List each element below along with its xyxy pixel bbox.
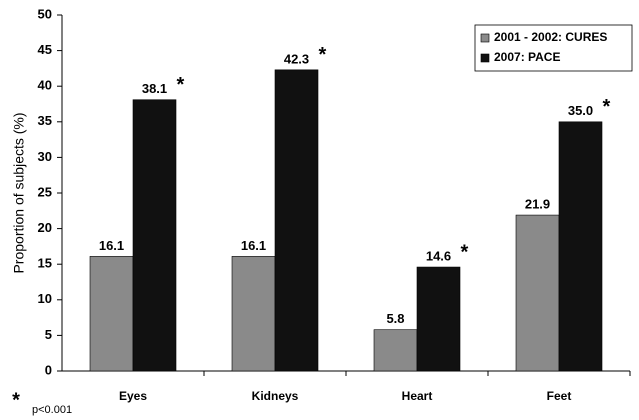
- value-label: 14.6: [426, 248, 451, 263]
- significance-marker: *: [319, 44, 327, 66]
- bar: [558, 121, 603, 372]
- y-axis-label: Proportion of subjects (%): [11, 112, 27, 273]
- value-label: 16.1: [99, 238, 124, 253]
- bar: [231, 256, 276, 372]
- y-tick-label: 20: [38, 220, 52, 235]
- y-tick-label: 0: [45, 362, 52, 377]
- y-tick-label: 50: [38, 6, 52, 21]
- bar: [274, 69, 319, 372]
- value-label: 42.3: [284, 51, 309, 66]
- significance-marker: *: [603, 96, 611, 118]
- legend-swatch: [480, 33, 490, 43]
- bar: [416, 266, 461, 372]
- bar: [89, 256, 134, 372]
- value-label: 35.0: [568, 103, 593, 118]
- significance-marker: *: [177, 74, 185, 96]
- y-tick-label: 15: [38, 256, 52, 271]
- significance-marker: *: [461, 241, 469, 263]
- y-tick-label: 25: [38, 184, 52, 199]
- bar: [132, 99, 177, 372]
- y-tick-label: 10: [38, 291, 52, 306]
- value-label: 38.1: [142, 81, 167, 96]
- legend-swatch: [480, 53, 490, 63]
- y-tick-label: 35: [38, 113, 52, 128]
- y-tick-label: 5: [45, 327, 52, 342]
- y-tick-label: 30: [38, 149, 52, 164]
- y-tick-label: 40: [38, 78, 52, 93]
- x-tick-label: Eyes: [119, 389, 147, 403]
- y-tick-label: 45: [38, 42, 52, 57]
- footnote-symbol: *: [12, 389, 20, 411]
- legend-label: 2001 - 2002: CURES: [494, 30, 607, 44]
- footnote-text: p<0.001: [32, 404, 72, 416]
- value-label: 5.8: [386, 311, 404, 326]
- bar: [515, 214, 560, 372]
- value-label: 16.1: [241, 238, 266, 253]
- bar: [373, 329, 418, 372]
- legend-box: [474, 24, 633, 72]
- x-tick-label: Heart: [402, 389, 433, 403]
- x-tick-label: Feet: [547, 389, 572, 403]
- value-label: 21.9: [525, 197, 550, 212]
- x-tick-label: Kidneys: [252, 389, 299, 403]
- legend-label: 2007: PACE: [494, 50, 560, 64]
